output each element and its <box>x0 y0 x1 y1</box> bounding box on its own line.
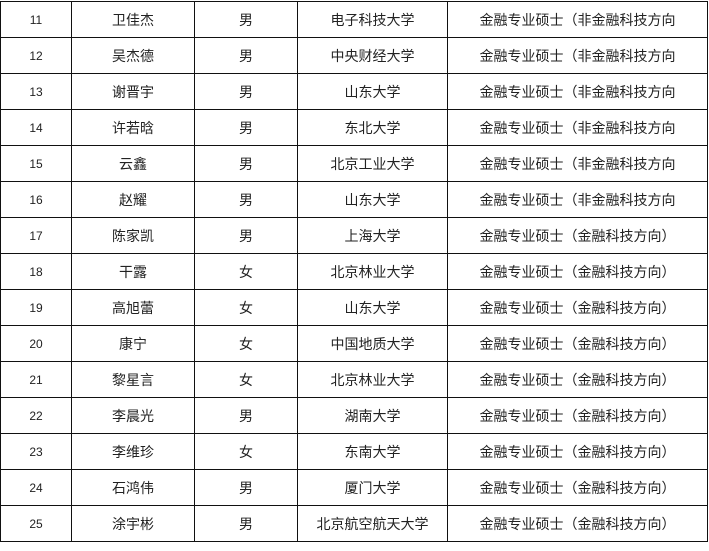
student-name-cell: 许若晗 <box>71 109 195 146</box>
table-row: 23 李维珍女东南大学 金融专业硕士（金融科技方向） <box>0 433 708 470</box>
student-name-cell: 谢晋宇 <box>71 73 195 110</box>
row-number-cell: 22 <box>0 397 72 434</box>
major-cell: 金融专业硕士（非金融科技方向 <box>447 37 708 74</box>
row-number-cell: 12 <box>0 37 72 74</box>
school-cell: 湖南大学 <box>297 397 448 434</box>
major-cell: 金融专业硕士（金融科技方向） <box>447 469 708 506</box>
gender-cell: 男 <box>194 109 298 146</box>
row-number-cell: 13 <box>0 73 72 110</box>
gender-cell: 女 <box>194 253 298 290</box>
table-row: 12 吴杰德男中央财经大学 金融专业硕士（非金融科技方向 <box>0 37 708 74</box>
school-cell: 电子科技大学 <box>297 1 448 38</box>
student-name-cell: 李晨光 <box>71 397 195 434</box>
school-cell: 厦门大学 <box>297 469 448 506</box>
major-cell: 金融专业硕士（金融科技方向） <box>447 361 708 398</box>
student-name-cell: 赵耀 <box>71 181 195 218</box>
gender-cell: 女 <box>194 361 298 398</box>
major-cell: 金融专业硕士（金融科技方向） <box>447 289 708 326</box>
table-row: 16 赵耀男山东大学 金融专业硕士（非金融科技方向 <box>0 181 708 218</box>
row-number-cell: 11 <box>0 1 72 38</box>
row-number-cell: 23 <box>0 433 72 470</box>
table-row: 24 石鸿伟男厦门大学 金融专业硕士（金融科技方向） <box>0 469 708 506</box>
school-cell: 中国地质大学 <box>297 325 448 362</box>
row-number-cell: 20 <box>0 325 72 362</box>
row-number-cell: 24 <box>0 469 72 506</box>
school-cell: 北京航空航天大学 <box>297 505 448 542</box>
table-row: 18 干露女北京林业大学 金融专业硕士（金融科技方向） <box>0 253 708 290</box>
student-name-cell: 康宁 <box>71 325 195 362</box>
table-row: 19 高旭蕾女山东大学 金融专业硕士（金融科技方向） <box>0 289 708 326</box>
table-row: 13 谢晋宇男山东大学 金融专业硕士（非金融科技方向 <box>0 73 708 110</box>
gender-cell: 男 <box>194 469 298 506</box>
gender-cell: 男 <box>194 37 298 74</box>
school-cell: 北京林业大学 <box>297 253 448 290</box>
school-cell: 北京林业大学 <box>297 361 448 398</box>
student-name-cell: 高旭蕾 <box>71 289 195 326</box>
gender-cell: 男 <box>194 145 298 182</box>
student-name-cell: 干露 <box>71 253 195 290</box>
major-cell: 金融专业硕士（非金融科技方向 <box>447 145 708 182</box>
table-row: 17 陈家凯男上海大学 金融专业硕士（金融科技方向） <box>0 217 708 254</box>
student-name-cell: 李维珍 <box>71 433 195 470</box>
student-name-cell: 石鸿伟 <box>71 469 195 506</box>
gender-cell: 男 <box>194 505 298 542</box>
student-name-cell: 卫佳杰 <box>71 1 195 38</box>
major-cell: 金融专业硕士（非金融科技方向 <box>447 181 708 218</box>
student-name-cell: 陈家凯 <box>71 217 195 254</box>
school-cell: 东北大学 <box>297 109 448 146</box>
major-cell: 金融专业硕士（金融科技方向） <box>447 433 708 470</box>
school-cell: 东南大学 <box>297 433 448 470</box>
school-cell: 山东大学 <box>297 73 448 110</box>
school-cell: 北京工业大学 <box>297 145 448 182</box>
table-row: 21 黎星言女北京林业大学 金融专业硕士（金融科技方向） <box>0 361 708 398</box>
table-row: 11 卫佳杰男电子科技大学 金融专业硕士（非金融科技方向 <box>0 1 708 38</box>
table-row: 20 康宁女中国地质大学 金融专业硕士（金融科技方向） <box>0 325 708 362</box>
gender-cell: 男 <box>194 73 298 110</box>
major-cell: 金融专业硕士（金融科技方向） <box>447 217 708 254</box>
major-cell: 金融专业硕士（金融科技方向） <box>447 325 708 362</box>
student-name-cell: 黎星言 <box>71 361 195 398</box>
gender-cell: 男 <box>194 397 298 434</box>
gender-cell: 男 <box>194 1 298 38</box>
row-number-cell: 25 <box>0 505 72 542</box>
school-cell: 山东大学 <box>297 181 448 218</box>
gender-cell: 男 <box>194 181 298 218</box>
school-cell: 中央财经大学 <box>297 37 448 74</box>
school-cell: 山东大学 <box>297 289 448 326</box>
major-cell: 金融专业硕士（金融科技方向） <box>447 505 708 542</box>
row-number-cell: 16 <box>0 181 72 218</box>
major-cell: 金融专业硕士（非金融科技方向 <box>447 73 708 110</box>
school-cell: 上海大学 <box>297 217 448 254</box>
row-number-cell: 18 <box>0 253 72 290</box>
major-cell: 金融专业硕士（非金融科技方向 <box>447 109 708 146</box>
table-row: 25 涂宇彬男北京航空航天大学 金融专业硕士（金融科技方向） <box>0 505 708 542</box>
row-number-cell: 19 <box>0 289 72 326</box>
student-name-cell: 吴杰德 <box>71 37 195 74</box>
major-cell: 金融专业硕士（金融科技方向） <box>447 397 708 434</box>
table-row: 22 李晨光男湖南大学 金融专业硕士（金融科技方向） <box>0 397 708 434</box>
student-name-cell: 涂宇彬 <box>71 505 195 542</box>
row-number-cell: 17 <box>0 217 72 254</box>
table-row: 15 云鑫男北京工业大学 金融专业硕士（非金融科技方向 <box>0 145 708 182</box>
row-number-cell: 15 <box>0 145 72 182</box>
gender-cell: 女 <box>194 289 298 326</box>
major-cell: 金融专业硕士（非金融科技方向 <box>447 1 708 38</box>
gender-cell: 男 <box>194 217 298 254</box>
table-row: 14 许若晗男东北大学 金融专业硕士（非金融科技方向 <box>0 109 708 146</box>
gender-cell: 女 <box>194 325 298 362</box>
row-number-cell: 14 <box>0 109 72 146</box>
major-cell: 金融专业硕士（金融科技方向） <box>447 253 708 290</box>
row-number-cell: 21 <box>0 361 72 398</box>
student-name-cell: 云鑫 <box>71 145 195 182</box>
gender-cell: 女 <box>194 433 298 470</box>
